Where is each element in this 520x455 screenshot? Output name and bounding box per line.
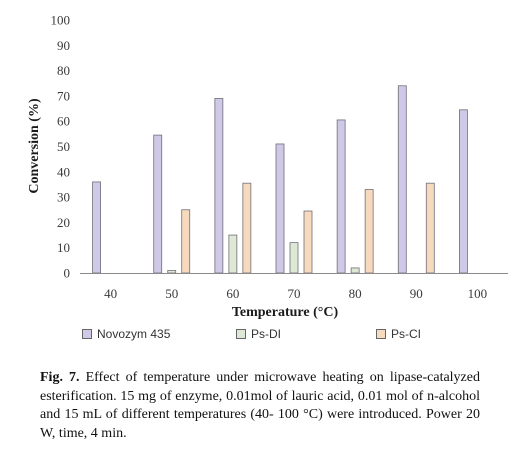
y-tick-label: 0 bbox=[64, 266, 71, 281]
legend-item-ps-di: Ps-DI bbox=[236, 327, 281, 341]
bar-novozym-435-50 bbox=[153, 134, 163, 274]
bar-novozym-435-80 bbox=[336, 119, 346, 274]
x-tick-label: 100 bbox=[468, 286, 488, 301]
x-tick-label: 90 bbox=[410, 286, 423, 301]
y-tick-label: 20 bbox=[57, 215, 70, 230]
bar-ps-ci-70 bbox=[303, 210, 313, 274]
legend-label-novozym: Novozym 435 bbox=[97, 327, 171, 341]
bar-ps-di-50 bbox=[167, 270, 177, 274]
x-tick-label: 40 bbox=[104, 286, 117, 301]
bar-ps-ci-80 bbox=[364, 189, 374, 274]
figure-caption: Fig. 7. Effect of temperature under micr… bbox=[40, 369, 480, 443]
figure-label: Fig. 7. bbox=[40, 370, 80, 385]
bars bbox=[92, 85, 468, 274]
bar-ps-di-80 bbox=[350, 267, 360, 274]
x-tick-label: 60 bbox=[226, 286, 239, 301]
bar-novozym-435-70 bbox=[275, 143, 285, 274]
bar-chart: 0 10 20 30 40 50 60 70 80 90 100 40 50 60 70 80 90 100 C… bbox=[27, 13, 508, 320]
y-tick-label: 50 bbox=[57, 139, 70, 154]
bar-ps-di-70 bbox=[289, 242, 299, 274]
y-tick-label: 60 bbox=[57, 114, 70, 129]
y-tick-label: 30 bbox=[57, 190, 70, 205]
legend-swatch-novozym bbox=[82, 329, 92, 339]
y-tick-label: 40 bbox=[57, 164, 70, 179]
legend-label-ps-ci: Ps-CI bbox=[391, 327, 421, 341]
legend-label-ps-di: Ps-DI bbox=[251, 327, 281, 341]
x-tick-label: 50 bbox=[165, 286, 178, 301]
x-axis-title: Temperature (°C) bbox=[232, 305, 339, 320]
y-tick-label: 70 bbox=[57, 88, 70, 103]
figure-caption-text: Effect of temperature under microwave he… bbox=[40, 370, 480, 441]
bar-ps-ci-60 bbox=[242, 182, 252, 274]
bar-ps-ci-90 bbox=[425, 182, 435, 274]
legend-item-ps-ci: Ps-CI bbox=[376, 327, 421, 341]
legend-swatch-ps-ci bbox=[376, 329, 386, 339]
y-tick-label: 100 bbox=[51, 13, 71, 28]
bar-ps-ci-50 bbox=[181, 209, 191, 274]
bar-novozym-435-60 bbox=[214, 98, 224, 274]
bar-ps-di-60 bbox=[228, 234, 238, 274]
x-tick-label: 70 bbox=[288, 286, 301, 301]
bar-novozym-435-100 bbox=[459, 109, 468, 274]
y-axis-ticks: 0 10 20 30 40 50 60 70 80 90 100 bbox=[51, 13, 71, 281]
bar-novozym-435-40 bbox=[92, 181, 101, 274]
x-tick-label: 80 bbox=[349, 286, 362, 301]
bar-novozym-435-90 bbox=[397, 85, 407, 274]
chart-legend: Novozym 435 Ps-DI Ps-CI bbox=[40, 327, 480, 345]
y-tick-label: 80 bbox=[57, 63, 70, 78]
x-axis-ticks: 40 50 60 70 80 90 100 bbox=[104, 286, 487, 301]
legend-item-novozym: Novozym 435 bbox=[82, 327, 170, 341]
y-axis-title: Conversion (%) bbox=[27, 98, 42, 194]
y-tick-label: 90 bbox=[57, 38, 70, 53]
y-tick-label: 10 bbox=[57, 240, 70, 255]
legend-swatch-ps-di bbox=[236, 329, 246, 339]
